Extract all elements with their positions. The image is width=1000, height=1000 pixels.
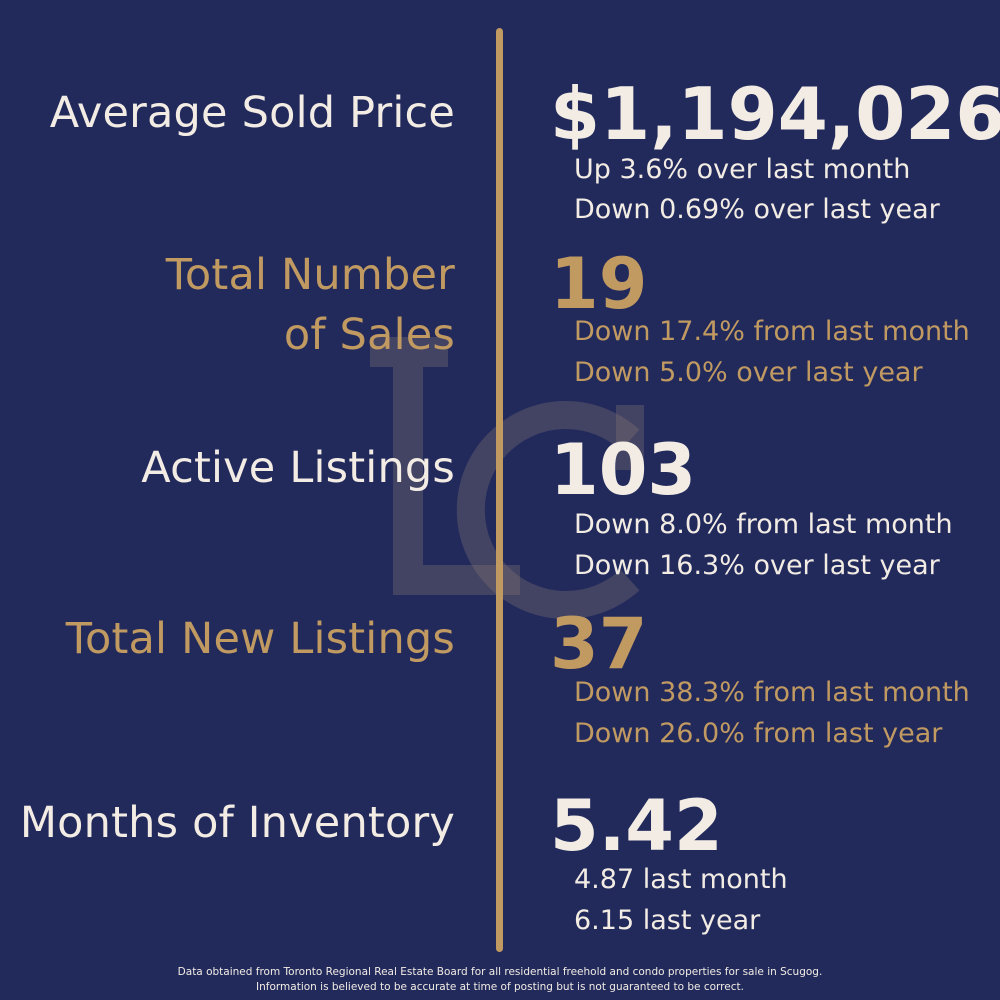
avg-price-label: Average Sold Price [49,88,455,138]
inventory-last-year: 6.15 last year [574,905,761,936]
total-sales-change-month: Down 17.4% from last month [574,316,970,347]
disclaimer-line2: Information is believed to be accurate a… [256,981,744,993]
total-sales-value: 19 [550,243,648,325]
new-listings-label: Total New Listings [65,614,455,664]
vertical-divider [496,28,503,952]
avg-price-change-year: Down 0.69% over last year [574,194,940,225]
total-sales-label-line2: of Sales [283,310,455,360]
new-listings-change-month: Down 38.3% from last month [574,677,970,708]
new-listings-change-year: Down 26.0% from last year [574,718,943,749]
disclaimer-line1: Data obtained from Toronto Regional Real… [177,966,823,978]
new-listings-value: 37 [550,603,648,685]
total-sales-label-line1: Total Number [165,250,455,300]
avg-price-change-month: Up 3.6% over last month [574,154,911,185]
active-listings-change-month: Down 8.0% from last month [574,509,953,540]
active-listings-change-year: Down 16.3% over last year [574,550,940,581]
active-listings-value: 103 [550,429,697,511]
inventory-last-month: 4.87 last month [574,864,788,895]
active-listings-label: Active Listings [141,443,455,493]
inventory-value: 5.42 [550,785,723,867]
total-sales-change-year: Down 5.0% over last year [574,357,923,388]
disclaimer: Data obtained from Toronto Regional Real… [0,965,1000,995]
inventory-label: Months of Inventory [19,798,455,848]
avg-price-value: $1,194,026 [550,72,1000,156]
